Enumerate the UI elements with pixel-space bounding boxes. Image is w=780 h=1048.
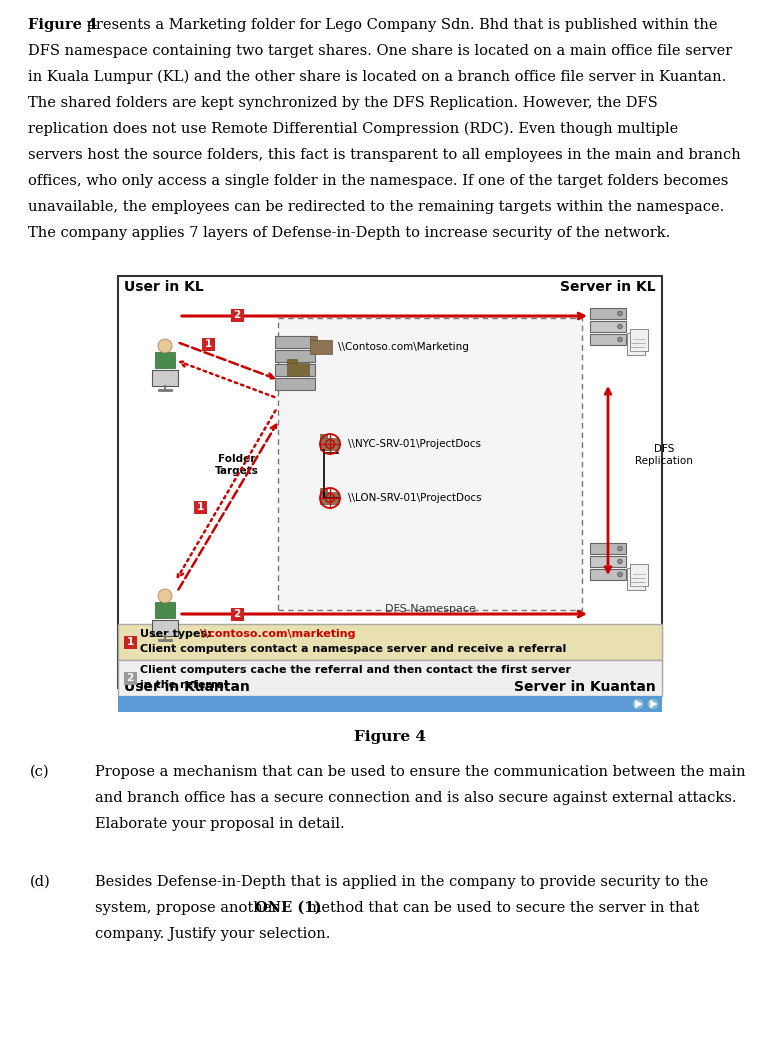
FancyBboxPatch shape (590, 321, 626, 332)
Polygon shape (650, 700, 657, 708)
Text: in the referral: in the referral (140, 680, 228, 690)
Circle shape (618, 559, 622, 564)
Text: User types:: User types: (140, 629, 215, 639)
Text: (c): (c) (30, 765, 50, 779)
FancyBboxPatch shape (590, 569, 626, 580)
FancyBboxPatch shape (630, 329, 648, 351)
Text: User in KL: User in KL (124, 280, 204, 294)
Text: system, propose another: system, propose another (95, 901, 283, 915)
FancyBboxPatch shape (155, 352, 175, 368)
Text: Client computers contact a namespace server and receive a referral: Client computers contact a namespace ser… (140, 645, 566, 654)
FancyBboxPatch shape (320, 434, 327, 438)
Text: 1: 1 (126, 637, 133, 647)
FancyBboxPatch shape (275, 350, 315, 362)
Text: method that can be used to secure the server in that: method that can be used to secure the se… (303, 901, 699, 915)
Text: Folder
Targets: Folder Targets (215, 454, 259, 476)
Text: The company applies 7 layers of Defense-in-Depth to increase security of the net: The company applies 7 layers of Defense-… (28, 226, 670, 240)
FancyBboxPatch shape (231, 308, 243, 322)
Text: DFS namespace containing two target shares. One share is located on a main offic: DFS namespace containing two target shar… (28, 44, 732, 58)
FancyBboxPatch shape (231, 608, 243, 620)
Text: 2: 2 (233, 609, 240, 619)
FancyBboxPatch shape (320, 488, 327, 492)
FancyBboxPatch shape (287, 359, 297, 364)
Text: 1: 1 (197, 502, 204, 512)
Text: ONE (1): ONE (1) (255, 901, 321, 915)
FancyBboxPatch shape (201, 337, 215, 350)
FancyBboxPatch shape (320, 492, 338, 504)
Text: User in Kuantan: User in Kuantan (124, 680, 250, 694)
Text: (d): (d) (30, 875, 51, 889)
Text: 2: 2 (126, 673, 133, 683)
Text: Propose a mechanism that can be used to ensure the communication between the mai: Propose a mechanism that can be used to … (95, 765, 746, 779)
FancyBboxPatch shape (275, 378, 315, 390)
Text: \\contoso.com\marketing: \\contoso.com\marketing (200, 629, 356, 639)
Text: and branch office has a secure connection and is also secure against external at: and branch office has a secure connectio… (95, 791, 736, 805)
FancyBboxPatch shape (590, 308, 626, 319)
FancyBboxPatch shape (287, 363, 309, 376)
Circle shape (618, 337, 622, 342)
Text: replication does not use Remote Differential Compression (RDC). Even though mult: replication does not use Remote Differen… (28, 122, 679, 136)
FancyBboxPatch shape (590, 556, 626, 567)
FancyBboxPatch shape (152, 370, 178, 386)
Text: 1: 1 (204, 339, 211, 349)
FancyBboxPatch shape (155, 602, 175, 618)
FancyBboxPatch shape (310, 340, 332, 354)
Text: Besides Defense-in-Depth that is applied in the company to provide security to t: Besides Defense-in-Depth that is applied… (95, 875, 708, 889)
Text: servers host the source folders, this fact is transparent to all employees in th: servers host the source folders, this fa… (28, 148, 741, 162)
FancyBboxPatch shape (123, 635, 136, 649)
Text: \\LON-SRV-01\ProjectDocs: \\LON-SRV-01\ProjectDocs (348, 493, 481, 503)
Text: 2: 2 (233, 310, 240, 320)
Circle shape (618, 324, 622, 329)
Circle shape (647, 698, 659, 709)
Text: in Kuala Lumpur (KL) and the other share is located on a branch office file serv: in Kuala Lumpur (KL) and the other share… (28, 70, 726, 85)
Text: Figure 4: Figure 4 (28, 18, 98, 32)
Text: DFS
Replication: DFS Replication (635, 444, 693, 465)
Circle shape (618, 546, 622, 551)
FancyBboxPatch shape (627, 568, 645, 590)
Text: Figure 4: Figure 4 (354, 730, 426, 744)
Text: Server in Kuantan: Server in Kuantan (514, 680, 656, 694)
FancyBboxPatch shape (278, 318, 582, 610)
FancyBboxPatch shape (310, 336, 317, 340)
FancyBboxPatch shape (275, 336, 315, 348)
Text: unavailable, the employees can be redirected to the remaining targets within the: unavailable, the employees can be redire… (28, 200, 725, 214)
FancyBboxPatch shape (275, 364, 315, 376)
Text: Elaborate your proposal in detail.: Elaborate your proposal in detail. (95, 817, 345, 831)
FancyBboxPatch shape (630, 564, 648, 586)
FancyBboxPatch shape (320, 438, 338, 450)
Text: offices, who only access a single folder in the namespace. If one of the target : offices, who only access a single folder… (28, 174, 729, 188)
Text: Server in KL: Server in KL (560, 280, 656, 294)
Text: DFS Namespace: DFS Namespace (385, 604, 476, 614)
Circle shape (158, 589, 172, 603)
FancyBboxPatch shape (118, 276, 662, 687)
FancyBboxPatch shape (590, 334, 626, 345)
Circle shape (618, 572, 622, 577)
FancyBboxPatch shape (152, 620, 178, 636)
FancyBboxPatch shape (123, 672, 136, 684)
FancyBboxPatch shape (118, 660, 662, 696)
FancyBboxPatch shape (193, 501, 207, 514)
Text: \\NYC-SRV-01\ProjectDocs: \\NYC-SRV-01\ProjectDocs (348, 439, 481, 449)
Polygon shape (635, 700, 642, 708)
FancyBboxPatch shape (590, 543, 626, 554)
FancyBboxPatch shape (118, 696, 662, 712)
Circle shape (158, 339, 172, 353)
Text: presents a Marketing folder for Lego Company Sdn. Bhd that is published within t: presents a Marketing folder for Lego Com… (82, 18, 718, 32)
FancyBboxPatch shape (118, 624, 662, 660)
Text: Client computers cache the referral and then contact the first server: Client computers cache the referral and … (140, 665, 571, 675)
Text: \\Contoso.com\Marketing: \\Contoso.com\Marketing (338, 342, 469, 352)
Circle shape (618, 311, 622, 316)
FancyBboxPatch shape (627, 333, 645, 355)
Text: company. Justify your selection.: company. Justify your selection. (95, 927, 331, 941)
Text: The shared folders are kept synchronized by the DFS Replication. However, the DF: The shared folders are kept synchronized… (28, 96, 658, 110)
Circle shape (632, 698, 644, 709)
